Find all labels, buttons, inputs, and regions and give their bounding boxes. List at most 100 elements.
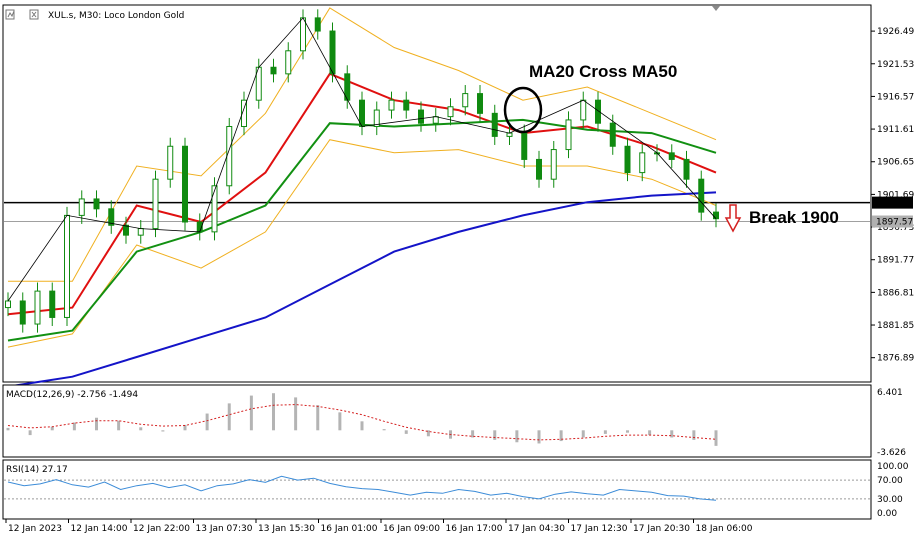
time-tick-label: 17 Jan 20:30 [633, 524, 690, 534]
break-annotation: Break 1900 [749, 208, 839, 227]
candle-body [329, 30, 336, 75]
time-tick-label: 13 Jan 07:30 [196, 524, 253, 534]
price-plot-area [4, 7, 870, 388]
candle-body [270, 66, 277, 75]
candle-body [447, 106, 454, 118]
candle-body [550, 149, 557, 180]
candle-body [373, 109, 380, 128]
candle-body [226, 126, 233, 187]
price-tick-label: 1926.49 [877, 27, 914, 37]
zigzag-line [7, 17, 717, 302]
candle-body [595, 99, 601, 124]
candle-body [285, 50, 292, 75]
candle-body [93, 198, 100, 210]
rsi-tick-label: 100.00 [877, 462, 909, 472]
rsi-plot-area [4, 475, 870, 501]
chart-type-icon[interactable] [5, 9, 15, 20]
price-tick-label: 1891.77 [877, 256, 914, 266]
price-tick-label: 1876.89 [877, 354, 914, 364]
rsi-panel-frame [2, 459, 872, 520]
rsi-panel[interactable]: RSI(14) 27.17 [2, 459, 872, 520]
candle-body [388, 99, 395, 111]
candle-body [432, 116, 439, 124]
candle-body [609, 122, 616, 147]
chart-type-icon-glyph [7, 10, 15, 18]
time-tick-label: 18 Jan 06:00 [696, 524, 753, 534]
macd-signal-line [7, 404, 717, 441]
bollinger-upper-line [8, 7, 717, 282]
horizontal-line-price-label: 1900.44 [876, 199, 913, 209]
rsi-axis: 100.00 70.00 30.00 0.00 [877, 462, 909, 519]
macd-panel[interactable]: MACD(12,26,9) -2.756 -1.494 [2, 384, 872, 458]
candle-body [403, 99, 410, 111]
price-tick-label: 1881.85 [877, 321, 914, 331]
candle-body [639, 152, 646, 174]
candle-body [300, 17, 306, 52]
time-tick-label: 17 Jan 12:30 [571, 524, 628, 534]
macd-tick-label: 6.401 [877, 388, 903, 398]
candle-body [211, 185, 218, 233]
price-tick-label: 1901.69 [877, 190, 914, 200]
time-tick-label: 16 Jan 09:00 [383, 524, 440, 534]
ma-cross-annotation: MA20 Cross MA50 [529, 62, 677, 81]
rsi-tick-label: 30.00 [877, 495, 903, 505]
time-tick-label: 12 Jan 2023 [8, 524, 62, 534]
current-price-box [872, 215, 913, 228]
candle-body [314, 17, 321, 32]
horizontal-line-price-box [872, 196, 913, 209]
macd-plot-area [6, 393, 718, 446]
candle-body [713, 211, 719, 220]
candle-body [137, 228, 144, 236]
period-icon-glyph [31, 11, 37, 18]
candle-body [580, 99, 587, 121]
macd-label: MACD(12,26,9) -2.756 -1.494 [6, 390, 138, 400]
ma200-line[interactable] [7, 191, 717, 388]
price-tick-label: 1896.73 [877, 223, 914, 233]
candle-body [49, 290, 56, 318]
ma-cross-circle [503, 86, 543, 134]
time-tick-label: 16 Jan 01:00 [321, 524, 378, 534]
time-tick-label: 12 Jan 22:00 [133, 524, 190, 534]
price-tick-label: 1886.81 [877, 288, 914, 298]
candle-body [64, 214, 70, 318]
time-tick-label: 12 Jan 14:00 [71, 524, 128, 534]
rsi-line[interactable] [7, 475, 717, 501]
macd-axis: 6.401 -3.626 [877, 388, 906, 458]
candle-body [506, 132, 513, 137]
macd-tick-label: -3.626 [877, 448, 906, 458]
scroll-marker-icon[interactable] [712, 6, 720, 11]
candle-body [477, 93, 483, 114]
candle-body [683, 158, 690, 180]
candle-body [462, 93, 469, 108]
price-tick-label: 1921.53 [877, 60, 914, 70]
time-axis[interactable]: 12 Jan 2023 12 Jan 14:00 12 Jan 22:00 13 Ja… [5, 519, 753, 534]
price-tick-label: 1916.57 [877, 92, 914, 102]
candle-body [521, 132, 528, 160]
candle-body [624, 145, 631, 174]
candle-body [34, 290, 41, 325]
time-tick-label: 16 Jan 17:00 [446, 524, 503, 534]
price-axis[interactable]: 1926.49 1921.53 1916.57 1911.61 1906.65 1901.… [871, 27, 914, 364]
time-tick-label: 17 Jan 04:30 [508, 524, 565, 534]
candle-body [5, 300, 11, 309]
candle-body [668, 152, 675, 160]
time-tick-label: 13 Jan 15:30 [258, 524, 315, 534]
rsi-tick-label: 70.00 [877, 476, 903, 486]
candle-body [123, 224, 129, 236]
main-price-panel[interactable]: XUL.s, M30: Loco London Gold MA20 Cross … [2, 4, 872, 388]
break-down-arrow-icon [724, 204, 742, 233]
candle-body [78, 198, 85, 216]
candle-body [418, 109, 424, 124]
price-tick-label: 1906.65 [877, 158, 914, 168]
candle-body [19, 300, 26, 325]
price-panel-frame [2, 4, 872, 383]
candle-body [536, 158, 542, 180]
candle-body [491, 112, 498, 137]
rsi-label: RSI(14) 27.17 [6, 465, 68, 475]
candle-body [565, 119, 572, 151]
macd-panel-frame [2, 384, 872, 458]
rsi-tick-label: 0.00 [877, 509, 897, 519]
period-icon[interactable] [29, 9, 39, 20]
